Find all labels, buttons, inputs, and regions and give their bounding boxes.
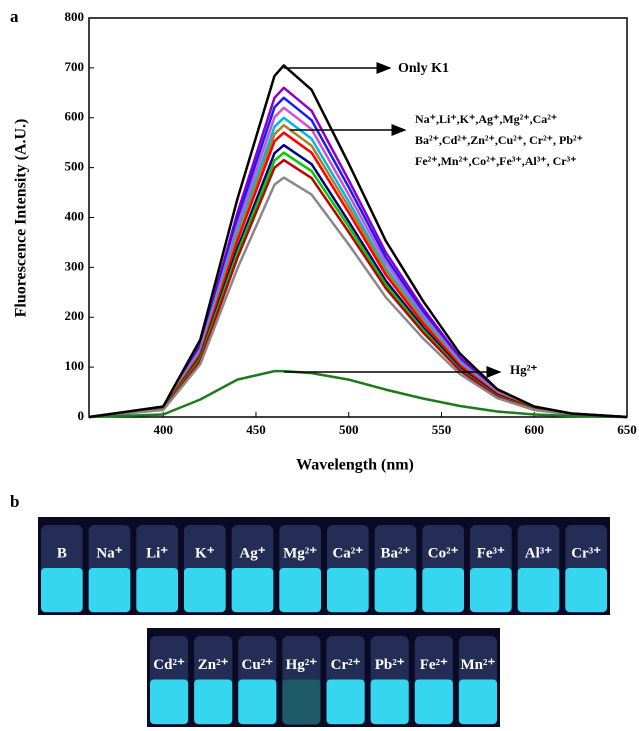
vial-liquid	[517, 567, 560, 613]
x-tick-label: 550	[432, 422, 452, 437]
vial-label: Ca²⁺	[332, 546, 363, 562]
vial-liquid	[136, 567, 178, 613]
vial-label: Mg²⁺	[283, 546, 317, 562]
series-label: Hg²⁺	[510, 362, 538, 377]
vial-label: B	[57, 546, 67, 562]
y-tick-label: 200	[65, 308, 85, 323]
annotation: Ba²⁺,Cd²⁺,Zn²⁺,Cu²⁺, Cr²⁺, Pb²⁺	[415, 133, 583, 147]
vial-label: Pb²⁺	[375, 657, 405, 673]
x-tick-label: 650	[617, 422, 637, 437]
y-tick-label: 800	[65, 9, 85, 24]
vial-liquid	[231, 567, 274, 613]
vial-liquid	[150, 679, 189, 725]
vial-liquid	[370, 679, 409, 725]
vial-liquid	[470, 567, 512, 613]
vial-liquid	[414, 679, 453, 725]
vial-label: Cr²⁺	[331, 657, 361, 673]
panel-label: b	[10, 492, 19, 511]
vial-label: Ba²⁺	[381, 546, 411, 562]
annotation: Fe²⁺,Mn²⁺,Co²⁺,Fe³⁺,Al³⁺, Cr³⁺	[415, 154, 577, 168]
vial-liquid	[194, 679, 233, 725]
vial-liquid	[41, 567, 83, 613]
vial-label: Li⁺	[146, 546, 168, 562]
vial-label: Fe²⁺	[420, 657, 448, 673]
x-tick-label: 450	[246, 422, 266, 437]
y-tick-label: 0	[78, 408, 85, 423]
vial-label: Zn²⁺	[198, 657, 229, 673]
y-tick-label: 100	[65, 358, 85, 373]
annotation: Na⁺,Li⁺,K⁺,Ag⁺,Mg²⁺,Ca²⁺	[415, 112, 557, 126]
vial-label: Ag⁺	[239, 546, 265, 562]
vial-liquid	[88, 567, 131, 613]
vial-label: Na⁺	[96, 546, 122, 562]
vial-liquid	[422, 567, 464, 613]
series-line	[88, 369, 628, 419]
vial-liquid	[282, 679, 321, 725]
panel-label: a	[10, 7, 19, 26]
x-tick-label: 500	[339, 422, 359, 437]
vial-liquid	[565, 567, 607, 613]
vial-label: Co²⁺	[428, 546, 459, 562]
vial-liquid	[326, 679, 365, 725]
vial-label: Fe³⁺	[477, 546, 505, 562]
vial-liquid	[374, 567, 417, 613]
vial-liquid	[184, 567, 226, 613]
series-line	[88, 131, 628, 419]
vial-label: K⁺	[195, 546, 215, 562]
y-tick-label: 700	[65, 59, 85, 74]
series-line	[88, 64, 628, 419]
x-tick-label: 600	[524, 422, 544, 437]
vial-label: Al³⁺	[525, 546, 552, 562]
series-line	[88, 176, 628, 419]
vial-liquid	[238, 679, 277, 725]
vial-label: Cd²⁺	[153, 657, 185, 673]
series-label: Only K1	[398, 61, 449, 76]
vial-liquid	[279, 567, 321, 613]
vial-liquid	[327, 567, 369, 613]
y-tick-label: 500	[65, 159, 85, 174]
x-axis-title: Wavelength (nm)	[296, 457, 414, 474]
vial-label: Cu²⁺	[242, 657, 274, 673]
y-axis-title: Fluorescence Intensity (A.U.)	[13, 119, 30, 318]
vial-liquid	[458, 679, 497, 725]
x-tick-label: 400	[153, 422, 173, 437]
vial-label: Mn²⁺	[460, 657, 495, 673]
photo-background	[38, 517, 610, 615]
y-tick-label: 600	[65, 109, 85, 124]
y-tick-label: 300	[65, 258, 85, 273]
vial-label: Cr³⁺	[571, 546, 601, 562]
series-line	[88, 123, 628, 419]
series-line	[88, 143, 628, 419]
series-line	[88, 151, 628, 419]
vial-label: Hg²⁺	[286, 657, 318, 673]
y-tick-label: 400	[65, 208, 85, 223]
